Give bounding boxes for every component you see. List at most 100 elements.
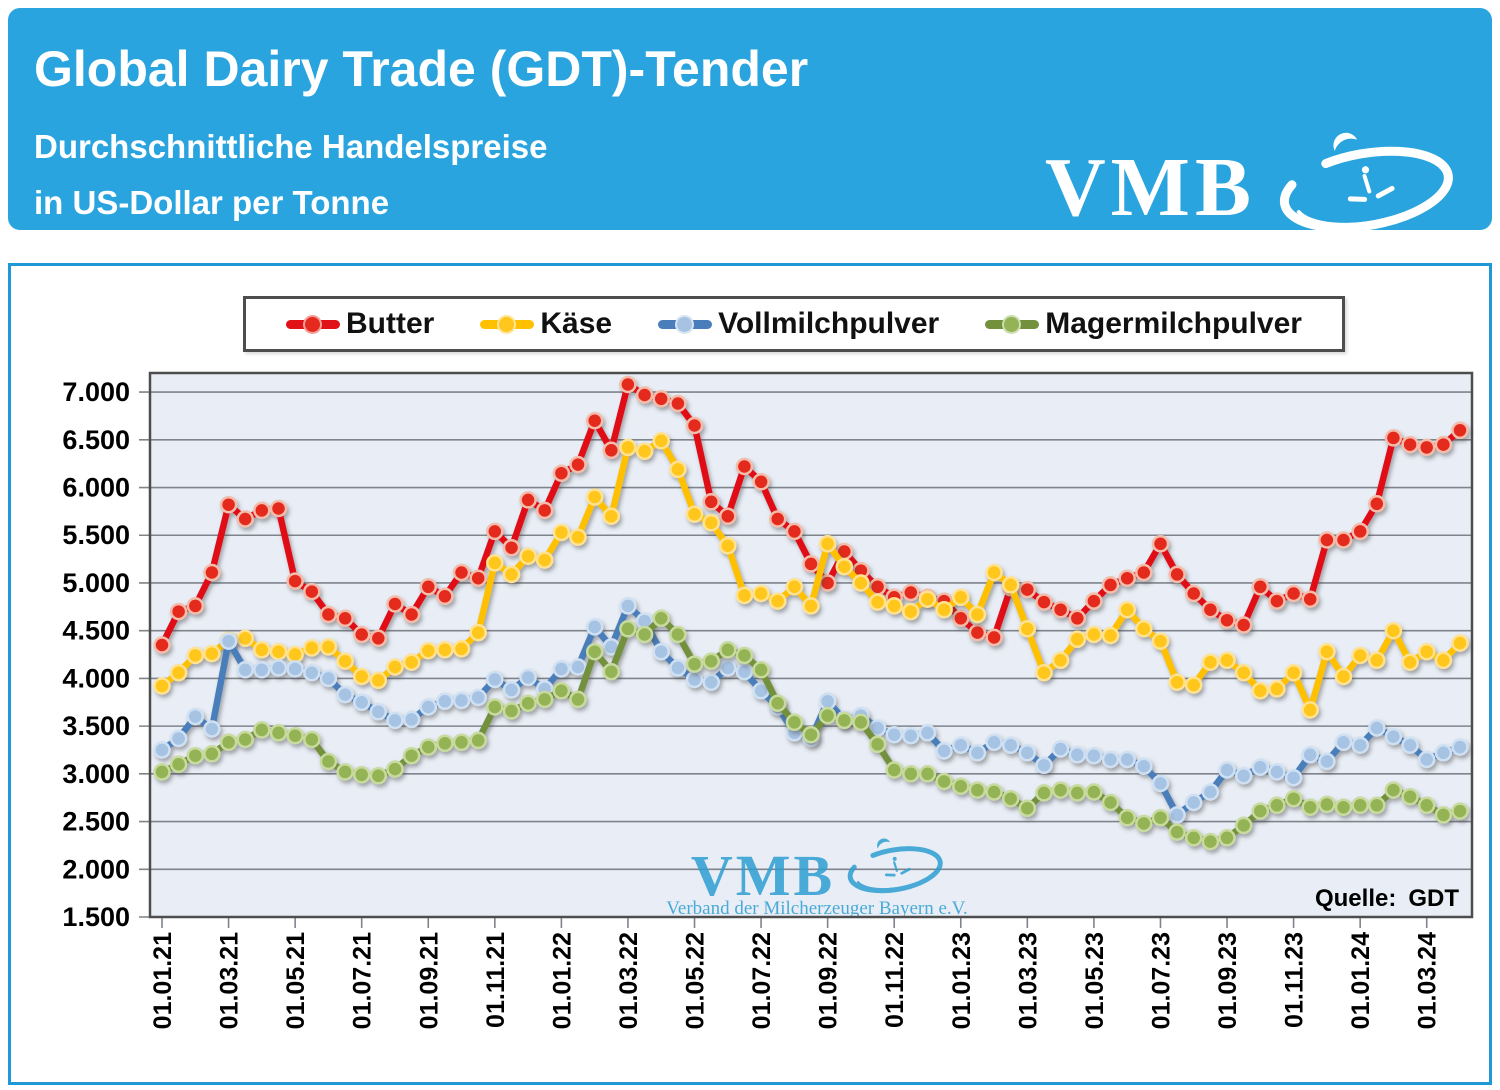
data-point: [1334, 733, 1353, 752]
data-point: [1018, 799, 1037, 817]
data-point: [153, 741, 171, 759]
data-point: [1284, 584, 1303, 603]
data-point: [169, 663, 188, 682]
data-point: [1051, 781, 1070, 799]
data-point: [169, 602, 188, 621]
data-point: [1318, 752, 1336, 771]
data-point: [552, 464, 571, 482]
data-point: [1184, 793, 1203, 812]
x-axis-label: 01.05.21: [282, 932, 310, 1029]
data-point: [802, 555, 820, 573]
data-point: [402, 710, 421, 729]
data-point: [1184, 584, 1203, 603]
data-point: [286, 726, 304, 745]
data-point: [1201, 653, 1220, 671]
data-point: [236, 730, 254, 749]
data-point: [1085, 592, 1103, 610]
data-point: [1085, 625, 1103, 644]
data-point: [386, 711, 404, 730]
data-point: [619, 620, 637, 638]
data-point: [1234, 767, 1253, 785]
data-point: [552, 660, 571, 678]
data-point: [436, 692, 454, 711]
data-point: [236, 629, 254, 648]
x-axis-label: 01.11.21: [482, 932, 510, 1028]
data-point: [402, 653, 421, 671]
data-point: [552, 523, 571, 542]
data-point: [336, 685, 354, 704]
data-point: [386, 760, 404, 778]
legend-item-käse: Käse: [480, 309, 612, 339]
data-point: [236, 510, 254, 528]
x-axis-label: 01.03.23: [1014, 932, 1042, 1029]
data-point: [652, 390, 670, 408]
data-point: [1284, 768, 1303, 787]
data-point: [685, 505, 704, 523]
data-point: [619, 597, 637, 615]
data-point: [1401, 653, 1419, 671]
y-axis-label: 4.000: [62, 663, 130, 693]
data-point: [153, 763, 171, 781]
x-axis-label: 01.09.22: [815, 932, 843, 1029]
data-point: [685, 655, 704, 673]
data-point: [1184, 829, 1203, 847]
data-point: [1118, 600, 1136, 619]
data-point: [203, 745, 221, 763]
data-point: [952, 777, 970, 795]
data-point: [1085, 783, 1103, 801]
data-point: [253, 641, 271, 659]
data-point: [186, 646, 205, 665]
data-point: [968, 623, 987, 642]
data-point: [1035, 756, 1053, 775]
x-axis-label: 01.11.22: [881, 932, 909, 1028]
x-axis-label: 01.05.23: [1081, 932, 1109, 1029]
data-point: [369, 671, 388, 690]
x-axis-label: 01.07.23: [1147, 932, 1175, 1029]
data-point: [952, 736, 970, 754]
data-point: [885, 597, 903, 615]
data-point: [1068, 609, 1087, 628]
data-point: [685, 416, 704, 435]
data-point: [785, 713, 804, 732]
data-point: [785, 522, 804, 541]
legend-marker-icon: [985, 314, 1040, 334]
data-point: [519, 694, 537, 712]
y-axis-label: 7.000: [62, 377, 130, 407]
data-point: [585, 411, 604, 430]
data-point: [818, 535, 837, 553]
data-point: [735, 646, 754, 665]
data-point: [1151, 808, 1170, 827]
data-point: [1168, 565, 1186, 584]
data-point: [319, 669, 338, 688]
data-point: [868, 735, 887, 754]
data-point: [968, 605, 987, 624]
legend-label: Butter: [346, 307, 435, 340]
data-point: [535, 690, 554, 709]
data-point: [1334, 667, 1353, 686]
data-point: [253, 501, 271, 520]
y-axis-label: 5.000: [62, 568, 130, 598]
data-point: [352, 667, 371, 686]
data-point: [885, 725, 903, 744]
data-point: [1301, 798, 1319, 816]
data-point: [735, 662, 754, 681]
page-subtitle-line1: Durchschnittliche Handelspreise: [34, 128, 548, 165]
data-point: [1434, 651, 1453, 670]
data-point: [269, 724, 288, 742]
data-point: [985, 783, 1003, 801]
data-point: [419, 698, 438, 716]
data-point: [1251, 682, 1270, 700]
data-point: [1068, 784, 1087, 802]
data-point: [1118, 808, 1136, 827]
vmb-logo-text: VMB: [1045, 141, 1256, 234]
x-axis-label: 01.01.23: [948, 932, 976, 1029]
data-point: [303, 639, 321, 657]
data-point: [1151, 774, 1170, 793]
data-point: [1201, 783, 1220, 801]
data-point: [1301, 701, 1319, 719]
data-point: [386, 658, 404, 676]
data-point: [286, 660, 304, 678]
data-point: [1434, 435, 1453, 454]
data-point: [336, 609, 354, 628]
